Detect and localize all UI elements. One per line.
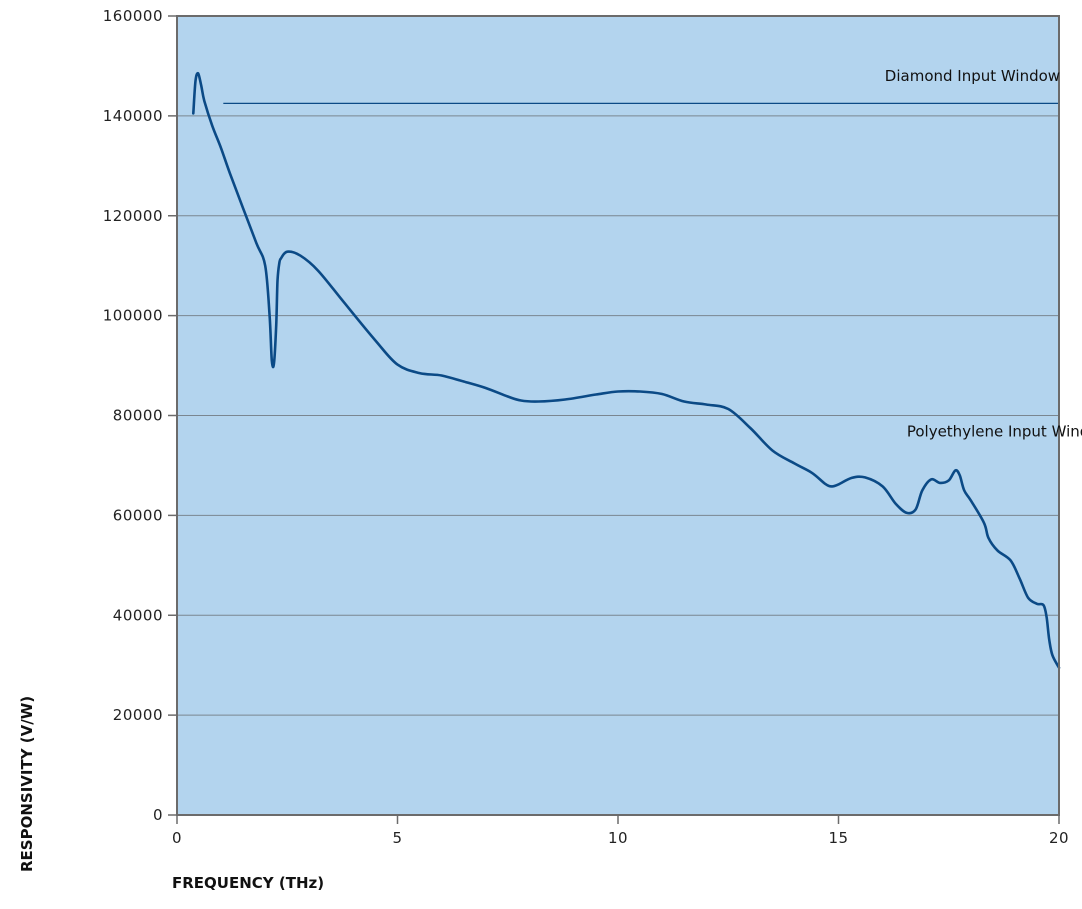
y-tick-label: 20000 <box>113 706 163 724</box>
chart-annotation: Diamond Input Window <box>885 67 1060 85</box>
x-axis-title: FREQUENCY (THz) <box>172 874 324 892</box>
y-tick-label: 80000 <box>113 407 163 425</box>
y-tick-label: 60000 <box>113 506 163 524</box>
series-layer <box>192 71 1061 669</box>
annotation-layer: Diamond Input Window Polyethylene Input W… <box>885 67 1082 441</box>
y-axis-title: RESPONSIVITY (V/W) <box>18 696 36 872</box>
y-tick-label: 40000 <box>113 606 163 624</box>
y-tick-label: 140000 <box>103 107 163 125</box>
y-tick-label: 120000 <box>103 207 163 225</box>
x-tick-label: 20 <box>1049 829 1069 847</box>
y-tick-label: 160000 <box>103 7 163 25</box>
x-tick-label: 10 <box>608 829 628 847</box>
x-tick-label: 15 <box>828 829 848 847</box>
grid-layer <box>177 115 1059 716</box>
x-tick-label: 0 <box>172 829 182 847</box>
y-tick-label: 100000 <box>103 307 163 325</box>
y-tick-layer: 0 20000 40000 60000 80000 100000 120000 140000 1… <box>103 7 177 824</box>
y-tick-label: 0 <box>153 806 163 824</box>
x-tick-layer: 0 5 10 15 20 <box>172 815 1069 847</box>
x-tick-label: 5 <box>392 829 402 847</box>
chart-annotation: Polyethylene Input Window <box>907 422 1082 440</box>
responsivity-series-line <box>192 71 1061 669</box>
